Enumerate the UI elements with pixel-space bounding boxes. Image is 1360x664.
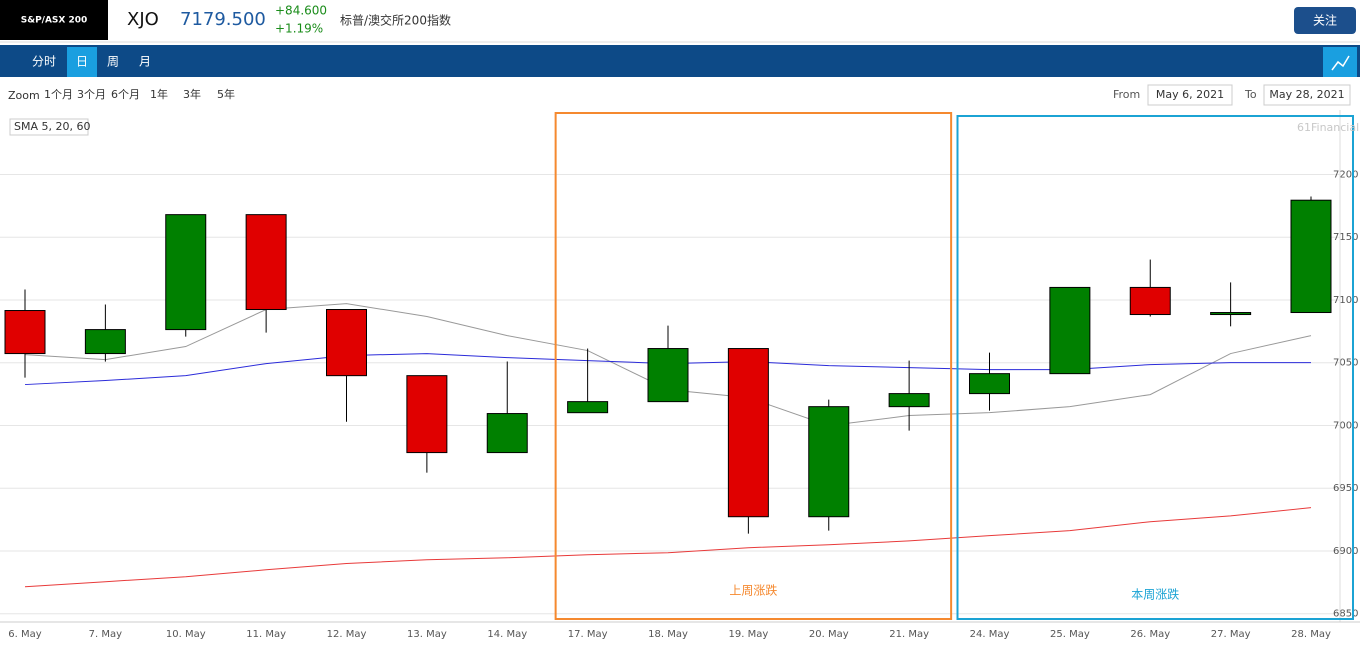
tab[interactable]: 分时 [32,55,56,69]
annotation-label: 上周涨跌 [729,583,777,598]
annotation-label: 本周涨跌 [1131,587,1179,602]
candle-body [808,406,850,518]
candle-body [888,393,930,408]
x-tick-label: 27. May [1211,629,1251,640]
x-tick-label: 18. May [648,629,688,640]
x-tick-label: 17. May [568,629,608,640]
annotation-box [956,115,1354,620]
candle-body [486,413,528,454]
from-date[interactable]: May 6, 2021 [1156,88,1224,101]
tab[interactable]: 月 [139,55,151,69]
zoom-option[interactable]: 5年 [217,87,235,101]
symbol: XJO [127,9,159,30]
zoom-option[interactable]: 3个月 [77,88,106,101]
x-tick-label: 28. May [1291,629,1331,640]
indicator-label: SMA 5, 20, 60 [14,120,90,133]
x-tick-label: 12. May [327,629,367,640]
x-tick-label: 6. May [8,629,41,640]
sma-line [24,507,1312,588]
y-tick-label: 7050 [1333,358,1358,369]
from-label: From [1113,88,1140,101]
price: 7179.500 [180,9,266,30]
candle-body [1210,312,1252,316]
index-name: S&P/ASX 200 [21,16,88,26]
full-name: 标普/澳交所200指数 [340,13,451,28]
tab[interactable]: 周 [107,55,119,69]
y-tick-label: 7200 [1333,169,1358,180]
candle-body [969,373,1010,395]
zoom-option[interactable]: 1个月 [44,88,73,101]
change-pct: +1.19% [275,22,323,36]
x-tick-label: 24. May [970,629,1010,640]
candle-body [4,310,46,355]
to-date[interactable]: May 28, 2021 [1269,88,1344,101]
candle-body [1290,199,1332,314]
x-tick-label: 21. May [889,629,929,640]
x-tick-label: 26. May [1130,629,1170,640]
to-label: To [1244,88,1257,101]
chart-icon [1331,55,1350,71]
zoom-option[interactable]: 1年 [150,87,168,101]
zoom-option[interactable]: 3年 [183,87,201,101]
chart-icon-button[interactable] [1323,47,1357,77]
from-input[interactable] [1147,84,1233,106]
follow-label[interactable]: 关注 [1313,13,1337,28]
nav-bar [0,45,1360,77]
candle-body [1049,286,1091,375]
y-tick-label: 7100 [1333,295,1358,306]
x-tick-label: 13. May [407,629,447,640]
x-tick-label: 7. May [89,629,122,640]
candle-body [165,214,207,331]
y-tick-label: 6950 [1333,483,1358,494]
candle-body [84,329,126,355]
active-tab-bg [67,47,97,77]
candle-body [567,401,609,414]
annotation-box [554,112,953,620]
zoom-label: Zoom [8,89,40,102]
candle-body [326,309,367,377]
candle-body [1129,286,1171,316]
y-tick-label: 7150 [1333,232,1358,243]
tab[interactable]: 日 [76,55,88,69]
follow-button[interactable] [1294,7,1356,34]
to-input[interactable] [1263,84,1351,106]
logo-box [0,0,108,40]
x-tick-label: 10. May [166,629,206,640]
candle-body [245,214,287,311]
change: +84.600 [275,4,327,18]
candle-body [647,348,689,403]
x-tick-label: 19. May [728,629,768,640]
candle-body [406,375,448,454]
x-tick-label: 20. May [809,629,849,640]
y-tick-label: 6900 [1333,546,1358,557]
plot: 6850 6900 6950 7000 7050 7100 7150 7200 6. May 7.… [0,110,1360,640]
y-tick-label: 6850 [1333,609,1358,620]
watermark: 61Financial [1297,121,1359,134]
indicator-box [9,118,89,136]
candle-body [727,348,769,518]
zoom-option[interactable]: 6个月 [111,88,140,101]
x-tick-label: 11. May [246,629,286,640]
x-tick-label: 25. May [1050,629,1090,640]
x-tick-label: 14. May [487,629,527,640]
y-tick-label: 7000 [1333,420,1358,431]
